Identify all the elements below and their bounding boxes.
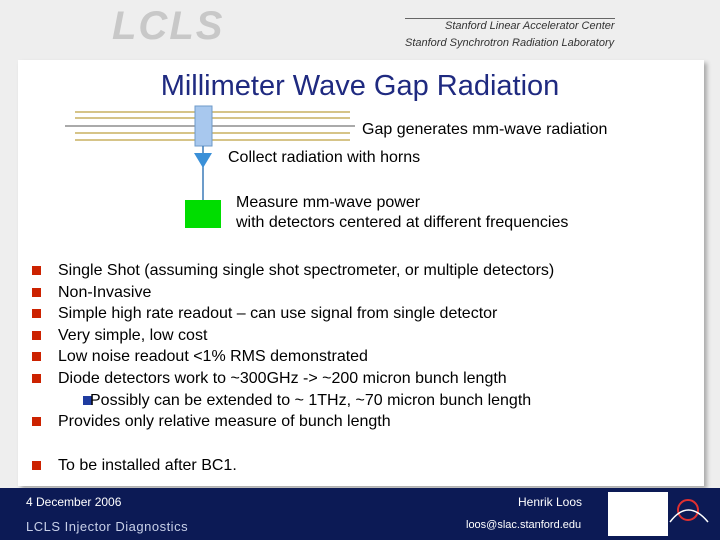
logo-arc [669, 509, 709, 523]
bullet-marker [32, 461, 41, 470]
sub-bullet-marker [83, 396, 92, 405]
bullet: Provides only relative measure of bunch … [58, 413, 391, 430]
rule [405, 18, 615, 19]
diagram-label: with detectors centered at different fre… [236, 214, 569, 231]
gap-block [194, 105, 213, 147]
bullet-marker [32, 309, 41, 319]
footer-author: Henrik Loos [518, 495, 583, 509]
bullet: Single Shot (assuming single shot spectr… [58, 262, 555, 279]
footer [0, 488, 720, 540]
diagram-label: Measure mm-wave power [236, 194, 421, 211]
sub-bullet: Possibly can be extended to ~ 1THz, ~70 … [90, 392, 532, 409]
logo-box [608, 492, 668, 536]
diagram [65, 105, 355, 228]
bullet-marker [32, 287, 41, 297]
bullet-marker [32, 374, 41, 383]
org-name: Stanford Synchrotron Radiation Laborator… [405, 37, 615, 49]
bullet-marker [32, 417, 41, 426]
bullet-marker [32, 352, 41, 362]
detector [185, 200, 221, 228]
diagram-label: Gap generates mm-wave radiation [362, 121, 608, 138]
bullet: Diode detectors work to ~300GHz -> ~200 … [58, 370, 507, 387]
org-name: Stanford Linear Accelerator Center [445, 20, 615, 32]
slide-title: Millimeter Wave Gap Radiation [160, 70, 560, 102]
bullet: Very simple, low cost [58, 326, 208, 344]
logo: LCLS [112, 4, 225, 48]
horn [194, 153, 212, 168]
footer-talk: LCLS Injector Diagnostics [26, 519, 189, 534]
footer-date: 4 December 2006 [26, 495, 122, 509]
bullet: To be installed after BC1. [58, 457, 237, 474]
bullet: Low noise readout <1% RMS demonstrated [58, 348, 368, 366]
bullet: Simple high rate readout – can use signa… [58, 305, 498, 323]
bullet-marker [32, 266, 41, 275]
bullet: Non-Invasive [58, 283, 152, 301]
logo-ring [677, 499, 699, 521]
diagram-label: Collect radiation with horns [228, 149, 421, 166]
footer-logo [608, 492, 709, 536]
content-panel [18, 60, 704, 486]
footer-email: loos@slac.stanford.edu [466, 519, 582, 531]
bullet-marker [32, 330, 41, 340]
